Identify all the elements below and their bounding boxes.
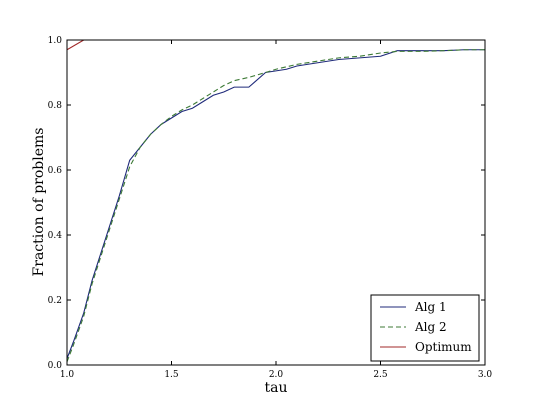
x-tick-label: 2.5	[373, 370, 388, 380]
legend-box	[370, 294, 480, 362]
legend-label: Optimum	[415, 340, 472, 354]
series-line-alg-2	[67, 49, 485, 362]
y-tick-label: 1.0	[48, 36, 63, 46]
x-tick-label: 1.0	[60, 370, 75, 380]
legend: Alg 1 Alg 2 Optimum	[370, 294, 480, 362]
y-tick-label: 0.0	[48, 361, 63, 371]
x-tick-label: 1.5	[164, 370, 179, 380]
y-tick-label: 0.4	[48, 231, 63, 241]
x-tick-label: 3.0	[478, 370, 493, 380]
y-axis-label: Fraction of problems	[31, 128, 47, 277]
series-line-optimum	[67, 40, 84, 51]
series-layer	[67, 40, 485, 362]
legend-label: Alg 2	[414, 320, 447, 334]
x-axis-label: tau	[265, 380, 288, 396]
y-tick-label: 0.6	[48, 166, 63, 176]
ticks-layer: 1.0 1.5 2.0 2.5 3.0 0.0 0.2 0.4 0.6 0.8 1.0	[48, 36, 493, 380]
y-tick-label: 0.2	[48, 296, 62, 306]
series-line-alg-1	[67, 49, 485, 359]
x-tick-label: 2.0	[269, 370, 284, 380]
y-tick-label: 0.8	[48, 101, 63, 111]
legend-label: Alg 1	[414, 300, 447, 314]
